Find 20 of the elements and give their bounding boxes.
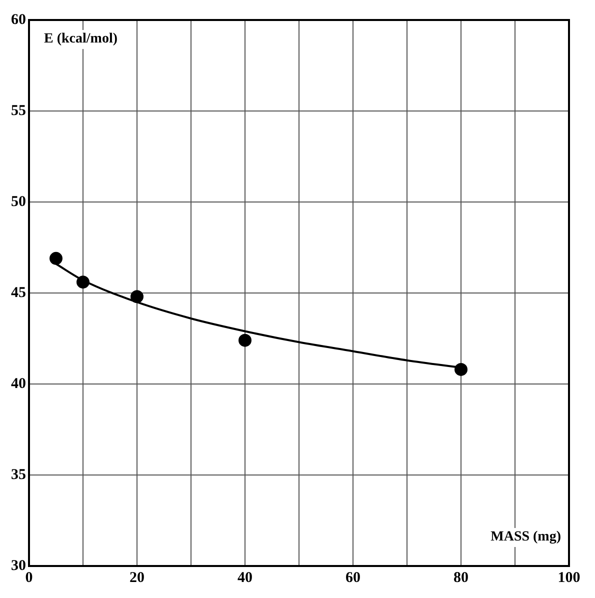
y-tick-label: 50	[11, 194, 26, 210]
x-axis-title: MASS (mg)	[490, 530, 562, 545]
x-tick-label: 40	[238, 570, 252, 586]
point	[130, 290, 144, 304]
y-tick-label: 35	[11, 466, 26, 483]
point	[50, 252, 62, 265]
point	[238, 334, 252, 347]
y-tick-label: 55	[11, 102, 26, 119]
y-axis-title: E (kcal/mol)	[44, 32, 118, 47]
x-tick-label: 100	[558, 570, 580, 586]
point	[454, 362, 468, 376]
x-tick-label: 80	[454, 570, 468, 586]
x-tick-label: 60	[346, 570, 360, 586]
point	[76, 276, 90, 289]
y-tick-label: 40	[11, 376, 26, 392]
y-tick-label: 30	[11, 558, 26, 574]
x-tick-label: 20	[130, 570, 144, 586]
y-tick-label: 60	[11, 12, 26, 28]
y-tick-label: 45	[11, 284, 26, 301]
x-tick-label: 0	[25, 570, 33, 586]
